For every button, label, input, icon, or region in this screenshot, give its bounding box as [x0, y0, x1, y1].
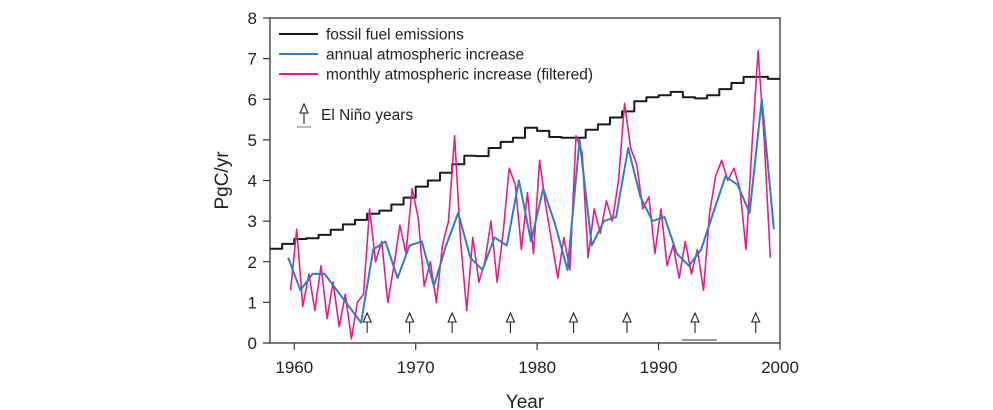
- el-nino-arrow: [505, 311, 516, 333]
- y-tick-label: 2: [248, 253, 257, 272]
- legend-label: monthly atmospheric increase (filtered): [326, 67, 593, 84]
- el-nino-arrow: [568, 311, 579, 333]
- series-line-fossil-fuel-emissions: [270, 75, 780, 250]
- y-tick-label: 5: [248, 131, 257, 150]
- el-nino-arrow: [447, 311, 457, 333]
- y-axis-title: PgC/yr: [212, 151, 233, 210]
- y-tick-label: 8: [248, 9, 257, 28]
- el-nino-arrow: [622, 311, 632, 333]
- legend-label: fossil fuel emissions: [326, 27, 464, 44]
- y-tick-label: 7: [248, 50, 257, 69]
- y-tick-label: 4: [248, 172, 257, 191]
- y-tick-label: 1: [248, 293, 257, 312]
- x-axis-title: Year: [506, 392, 545, 410]
- el-nino-arrow: [690, 311, 700, 333]
- series-line-annual-atmospheric-increase: [287, 98, 775, 324]
- y-tick-label: 3: [248, 212, 257, 231]
- x-tick-label: 1980: [518, 358, 556, 377]
- el-nino-arrow: [750, 311, 761, 333]
- x-tick-label: 1960: [275, 358, 313, 377]
- x-tick-label: 1990: [640, 358, 678, 377]
- x-tick-label: 2000: [761, 358, 799, 377]
- axes: 0 1 2 3 4 5 6 7 8 1960 1970 1980 1990 2000: [248, 9, 799, 377]
- legend: fossil fuel emissions annual atmospheric …: [279, 27, 593, 128]
- el-nino-arrow: [362, 311, 372, 333]
- series-line-monthly-atmospheric-increase-filtered: [289, 49, 772, 340]
- series-layer: [270, 49, 780, 340]
- y-tick-label: 6: [248, 90, 257, 109]
- y-tick-label: 0: [248, 334, 257, 353]
- el-nino-arrow: [404, 311, 415, 333]
- legend-arrow-icon: [299, 102, 309, 124]
- el-nino-markers: [362, 311, 761, 341]
- legend-label: El Niño years: [321, 107, 413, 124]
- x-tick-label: 1970: [397, 358, 435, 377]
- legend-label: annual atmospheric increase: [326, 47, 524, 64]
